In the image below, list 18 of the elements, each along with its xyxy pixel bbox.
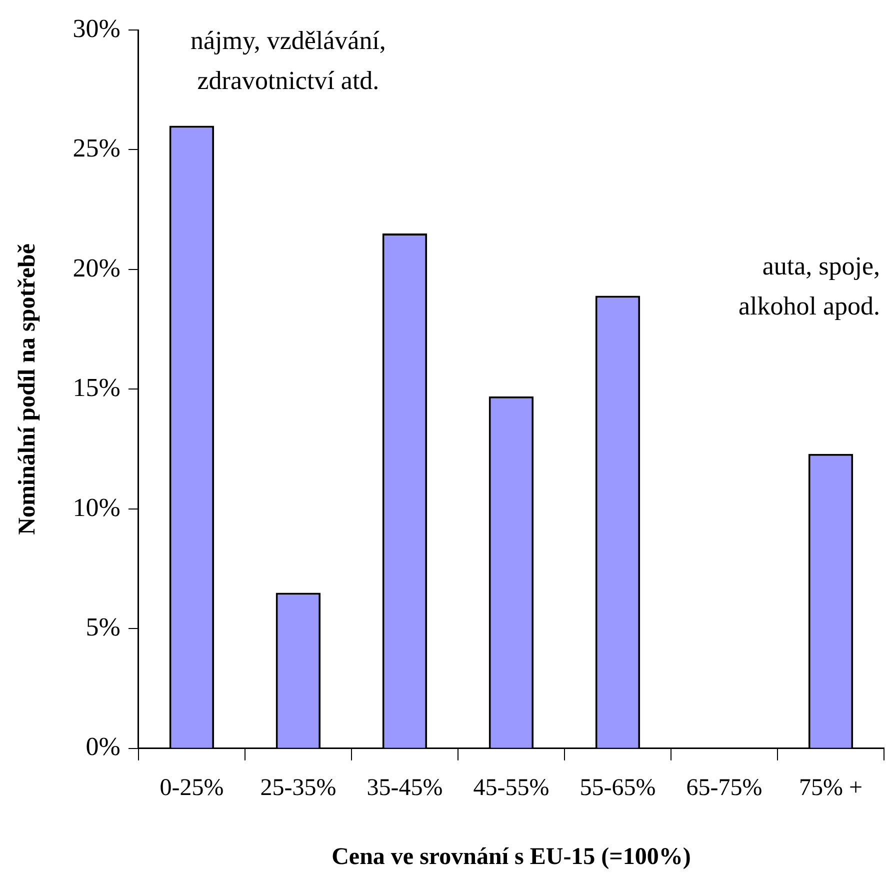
x-tick-label: 0-25% (160, 775, 224, 802)
x-tick-label: 75% + (798, 775, 863, 802)
y-tick-label: 10% (72, 492, 120, 522)
x-tick-label: 45-55% (473, 775, 550, 802)
x-tick-label: 55-65% (580, 775, 656, 802)
annotation: nájmy, vzdělávání, zdravotnictví atd. (190, 26, 386, 95)
x-axis-title: Cena ve srovnání s EU-15 (=100%) (332, 844, 691, 870)
y-tick-label: 0% (86, 732, 120, 762)
x-tick-label: 35-45% (366, 775, 443, 802)
x-tick-label: 25-35% (260, 775, 336, 802)
y-tick-label: 25% (72, 134, 120, 163)
x-tick-label: 65-75% (686, 775, 762, 802)
y-tick-label: 30% (72, 14, 120, 43)
y-axis-title: Nominální podíl na spotřebě (14, 243, 41, 535)
annotation: auta, spoje, alkohol apod. (738, 251, 880, 320)
y-tick-label: 5% (86, 612, 120, 642)
y-tick-label: 15% (72, 373, 120, 402)
y-tick-label: 20% (72, 253, 120, 282)
